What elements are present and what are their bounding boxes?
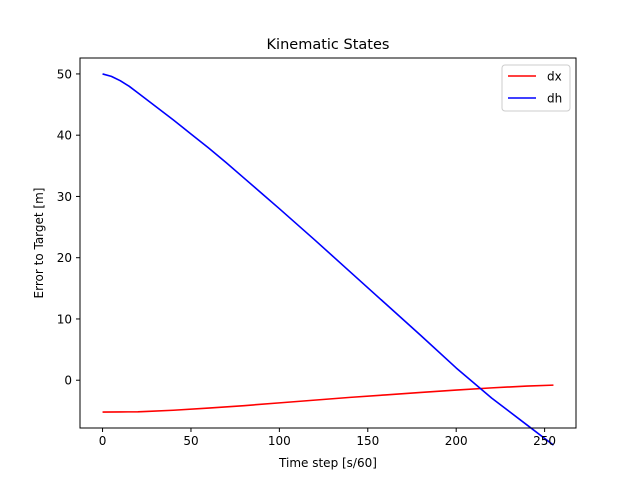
x-axis-label: Time step [s/60] <box>278 456 377 470</box>
legend-label-dh: dh <box>547 92 562 106</box>
x-axis-ticks: 0 50 100 150 200 250 <box>99 428 556 448</box>
y-axis-ticks: 0 10 20 30 40 50 <box>57 67 80 388</box>
legend: dx dh <box>501 64 571 112</box>
y-tick-label: 50 <box>57 67 72 81</box>
series-line-dh <box>102 73 554 446</box>
legend-label-dx: dx <box>547 70 562 84</box>
x-tick-label: 0 <box>99 434 107 448</box>
y-axis-label: Error to Target [m] <box>32 188 46 299</box>
y-tick-label: 10 <box>57 312 72 326</box>
y-tick-label: 30 <box>57 190 72 204</box>
x-tick-label: 100 <box>268 434 291 448</box>
axes-frame <box>79 57 577 429</box>
series-line-dx <box>102 384 554 413</box>
y-tick-label: 40 <box>57 129 72 143</box>
y-tick-label: 20 <box>57 251 72 265</box>
y-tick-label: 0 <box>64 374 72 388</box>
x-tick-label: 150 <box>356 434 379 448</box>
x-tick-label: 250 <box>533 434 556 448</box>
chart-title: Kinematic States <box>267 37 390 53</box>
x-tick-label: 200 <box>445 434 468 448</box>
plot-area <box>102 73 554 446</box>
x-tick-label: 50 <box>183 434 198 448</box>
